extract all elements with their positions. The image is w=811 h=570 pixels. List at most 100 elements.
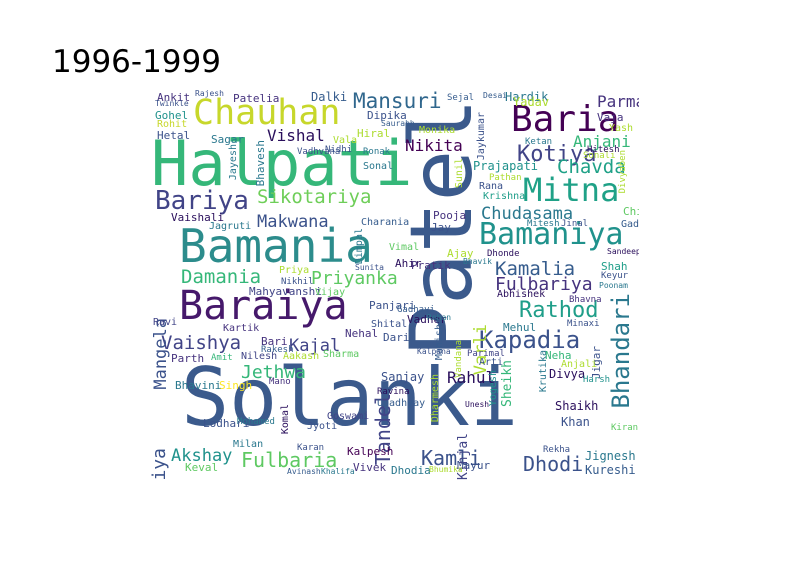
word-kamalia: Kamalia: [495, 258, 576, 280]
word-nikita: Nikita: [405, 136, 463, 155]
word-bhandari: Bhandari: [607, 293, 635, 409]
word-hardik: Hardik: [505, 90, 549, 104]
word-sagar: Sagar: [211, 133, 245, 146]
word-kapadia: Kapadia: [479, 326, 581, 354]
word-chirag: Chirag: [623, 205, 639, 218]
word-bhumika: Bhumika: [429, 465, 463, 474]
word-cloud: Solanki Patel Halpati Bamania Baraiya Bamaniy…: [151, 88, 639, 480]
word-milan: Milan: [233, 439, 264, 450]
word-jyoti: Jyoti: [307, 421, 338, 432]
word-sonali: Sonali: [583, 151, 616, 161]
word-jinal: Jinal: [561, 219, 589, 229]
word-fulbariya: Fulbariya: [495, 274, 593, 295]
word-jignesh: Jignesh: [585, 449, 636, 463]
word-parth: Parth: [171, 352, 205, 365]
word-anjali: Anjali: [561, 359, 598, 370]
word-mansuri: Mansuri: [353, 89, 442, 113]
word-sonal: Sonal: [363, 161, 394, 172]
word-gohel: Gohel: [155, 109, 189, 122]
word-mohamed: Mohamed: [237, 417, 275, 427]
word-saurabh: Saurabh: [381, 119, 415, 128]
word-dimpal: Dimpal: [354, 228, 365, 265]
word-hiral: Hiral: [357, 127, 391, 140]
word-dhonde: Dhonde: [487, 249, 520, 259]
word-patelia: Patelia: [233, 92, 280, 105]
word-parimal: Parimal: [467, 349, 505, 359]
word-khan: Khan: [561, 415, 590, 429]
word-gadhvi: Gadhvi: [621, 219, 639, 230]
word-karan: Karan: [297, 443, 325, 453]
word-bhavini: Bhavini: [175, 379, 222, 392]
word-bamaniya: Bamaniya: [479, 217, 624, 252]
word-jayesh: Jayesh: [228, 144, 239, 181]
word-twinkle: Twinkle: [155, 99, 189, 108]
word-yadav: Yadav: [513, 95, 550, 109]
word-dalki: Dalki: [311, 90, 348, 104]
word-ajay: Ajay: [447, 247, 474, 260]
word-kotiya: Kotiya: [517, 142, 597, 167]
word-priyanka: Priyanka: [311, 268, 398, 289]
figure-title: 1996-1999: [52, 44, 221, 80]
word-nidhi: Nidhi: [325, 145, 353, 155]
word-jethwa: Jethwa: [241, 362, 307, 383]
word-yash: Yash: [609, 123, 634, 134]
word-monika: Monika: [419, 125, 456, 136]
word-ronak: Ronak: [363, 147, 391, 157]
word-harsh: Harsh: [583, 375, 611, 385]
word-vadhvana: Vadhvana: [297, 147, 341, 157]
word-kajal: Kajal: [289, 336, 341, 356]
word-vaishali: Vaishali: [171, 211, 224, 224]
word-gadhavi: Gadhavi: [397, 305, 435, 315]
word-mitesh: Mitesh: [527, 219, 560, 229]
word-akshay: Akshay: [171, 446, 233, 466]
word-pratik: Pratik: [411, 259, 451, 272]
word-goswami: Goswami: [327, 411, 370, 422]
word-divya: Divya: [549, 367, 586, 381]
word-fulbaria: Fulbaria: [241, 448, 338, 472]
word-mano: Mano: [269, 377, 291, 387]
word-nehal: Nehal: [345, 327, 379, 340]
word-yogesh: Yogesh: [488, 370, 499, 407]
word-rekha: Rekha: [543, 445, 571, 455]
word-rakesh: Rakesh: [261, 345, 294, 355]
word-minaxi: Minaxi: [567, 319, 600, 329]
word-unesh: Unesh: [465, 400, 490, 409]
word-kureshi: Kureshi: [585, 463, 636, 477]
word-kalpesh: Kalpesh: [347, 445, 394, 458]
word-sandeep: Sandeep: [607, 247, 639, 256]
word-mehul: Mehul: [503, 321, 537, 334]
word-amit: Amit: [211, 353, 233, 363]
word-vijay: Vijay: [315, 287, 346, 298]
word-jagruti: Jagruti: [209, 221, 252, 232]
word-mayur: Mayur: [457, 459, 491, 472]
word-dhodi: Dhodi: [523, 452, 584, 476]
word-charaniya: Charaniya: [151, 448, 170, 480]
word-solanki: Solanki: [181, 351, 519, 444]
word-ravi: Ravi: [153, 317, 178, 328]
word-vala: Vala: [333, 135, 358, 146]
word-bhavesh: Bhavesh: [254, 140, 267, 187]
word-anjani: Anjani: [573, 132, 631, 151]
word-vadher: Vadher: [407, 313, 447, 326]
word-charania: Charania: [361, 217, 410, 228]
word-bariya: Bariya: [155, 186, 249, 216]
word-chauhan: Chauhan: [193, 93, 341, 133]
word-ravina: Ravina: [377, 387, 410, 397]
word-kiran: Kiran: [611, 423, 639, 433]
word-upadhyay: Upadhyay: [377, 398, 426, 409]
word-sejal: Sejal: [447, 93, 475, 103]
word-kamli: Kamli: [421, 446, 482, 470]
word-mitna: Mitna: [523, 171, 620, 209]
word-keval: Keval: [185, 461, 219, 474]
word-neha: Neha: [545, 349, 572, 362]
word-dhodia: Dhodia: [391, 464, 431, 477]
word-sunil: Sunil: [454, 158, 465, 189]
word-prajapati: Prajapati: [473, 159, 539, 173]
word-chudasama: Chudasama: [481, 204, 574, 224]
word-singh: Singh: [219, 379, 253, 392]
word-makwana: Makwana: [257, 212, 329, 232]
word-lodhari: Lodhari: [203, 417, 250, 430]
word-ketan: Ketan: [525, 137, 553, 147]
word-krutika: Krutika: [538, 350, 549, 393]
word-kalpana: Kalpana: [417, 347, 451, 356]
